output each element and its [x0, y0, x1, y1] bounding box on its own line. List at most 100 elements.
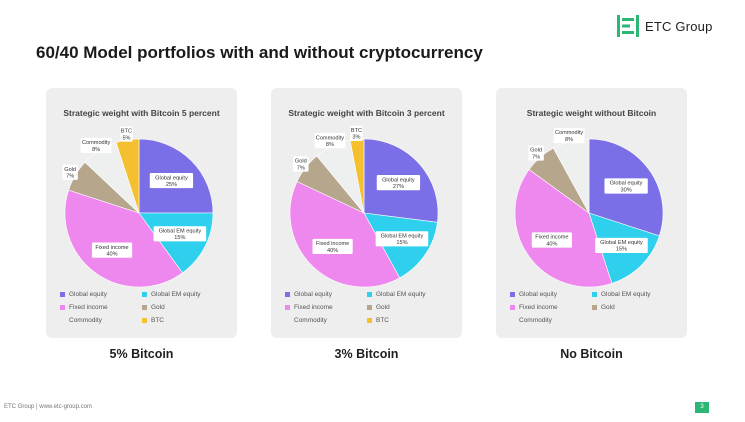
legend-label: Fixed income: [294, 304, 333, 311]
legend-label: Fixed income: [69, 304, 108, 311]
pie-slice-fixed-income: [289, 181, 401, 288]
slice-label-global-equity: Global equity 25%: [155, 175, 188, 188]
brand-name: ETC Group: [645, 18, 713, 34]
slice-label-box: [350, 125, 363, 141]
slice-label-gold: Gold 7%: [64, 167, 76, 180]
slice-label-commodity: Commodity 8%: [82, 140, 110, 153]
legend-item-global-em-equity: Global EM equity: [592, 291, 682, 298]
legend-swatch: [367, 305, 372, 310]
slice-label-box: [80, 137, 112, 154]
chart-card-nobtc: Strategic weight without Bitcoin Global …: [496, 88, 687, 338]
legend-label: Commodity: [69, 317, 102, 324]
legend-label: Global equity: [69, 291, 107, 298]
slice-label-box: [153, 226, 207, 242]
legend-label: Commodity: [294, 317, 327, 324]
legend-item-global-equity: Global equity: [510, 291, 592, 298]
legend-item-commodity: Commodity: [285, 317, 367, 324]
slice-label-box: [91, 242, 133, 258]
footer-text: ETC Group | www.etc-group.com: [4, 404, 92, 410]
legend-item-commodity: Commodity: [60, 317, 142, 324]
slice-label-global-equity: Global equity 27%: [382, 177, 415, 190]
legend-swatch: [142, 318, 147, 323]
legend-swatch: [510, 318, 515, 323]
slice-label-btc: BTC 3%: [351, 128, 362, 141]
slice-label-fixed-income: Fixed income 40%: [95, 245, 128, 258]
legend-swatch: [142, 305, 147, 310]
chart-title: Strategic weight without Bitcoin: [526, 108, 657, 118]
pie-chart-nobtc: Global equity 30% Global EM equity 15% Fixed…: [514, 127, 664, 288]
slice-label-box: [62, 164, 78, 180]
legend-swatch: [285, 292, 290, 297]
caption-btc5: 5% Bitcoin: [109, 347, 174, 361]
pie-slice-fixed-income: [514, 169, 613, 288]
slice-label-box: [120, 126, 133, 142]
chart-card-btc3: Strategic weight with Bitcoin 3 percent …: [271, 88, 462, 338]
slice-label-commodity: Commodity 8%: [316, 135, 344, 148]
legend-item-fixed-income: Fixed income: [510, 304, 592, 311]
chart-title: Strategic weight with Bitcoin 5 percent: [63, 108, 220, 118]
etc-logo-icon: [617, 15, 639, 37]
legend-label: Gold: [151, 304, 165, 311]
brand-logo: ETC Group: [617, 14, 713, 38]
legend-swatch: [510, 305, 515, 310]
page-title: 60/40 Model portfolios with and without …: [36, 43, 483, 62]
legend-swatch: [285, 318, 290, 323]
legend-swatch: [592, 292, 597, 297]
legend-item-fixed-income: Fixed income: [60, 304, 142, 311]
chart-legend: Global equity Global EM equity Fixed incom…: [285, 291, 460, 324]
slice-label-global-em-equity: Global EM equity 15%: [381, 233, 424, 246]
slice-label-fixed-income: Fixed income 40%: [316, 241, 349, 254]
chart-legend: Global equity Global EM equity Fixed incom…: [510, 291, 685, 324]
legend-label: Global equity: [519, 291, 557, 298]
legend-label: Fixed income: [519, 304, 558, 311]
slice-label-box: [595, 237, 648, 254]
slice-label-box: [149, 172, 194, 189]
legend-swatch: [142, 292, 147, 297]
chart-legend: Global equity Global EM equity Fixed incom…: [60, 291, 235, 324]
page-number: 3: [695, 402, 709, 413]
legend-label: Global EM equity: [601, 291, 651, 298]
legend-item-btc: BTC: [367, 317, 457, 324]
caption-nobtc: No Bitcoin: [560, 347, 623, 361]
slice-label-box: [375, 231, 429, 247]
pie-slice-fixed-income: [64, 189, 183, 288]
slice-label-box: [312, 238, 353, 255]
legend-item-gold: Gold: [592, 304, 682, 311]
legend-label: Global equity: [294, 291, 332, 298]
slice-label-box: [314, 133, 346, 149]
legend-label: Global EM equity: [151, 291, 201, 298]
caption-btc3: 3% Bitcoin: [334, 347, 399, 361]
legend-item-gold: Gold: [142, 304, 232, 311]
legend-label: Gold: [376, 304, 390, 311]
legend-item-fixed-income: Fixed income: [285, 304, 367, 311]
slice-label-btc: BTC 5%: [121, 129, 132, 142]
legend-label: BTC: [151, 317, 164, 324]
legend-swatch: [367, 292, 372, 297]
legend-item-global-em-equity: Global EM equity: [142, 291, 232, 298]
legend-label: Gold: [601, 304, 615, 311]
legend-item-commodity: Commodity: [510, 317, 592, 324]
slice-label-global-em-equity: Global EM equity 15%: [159, 229, 202, 242]
slice-label-box: [604, 178, 648, 194]
slice-label-box: [531, 232, 572, 248]
legend-label: Global EM equity: [376, 291, 426, 298]
slice-label-global-equity: Global equity 30%: [610, 181, 643, 194]
chart-card-btc5: Strategic weight with Bitcoin 5 percent …: [46, 88, 237, 338]
slice-label-commodity: Commodity 8%: [555, 130, 583, 143]
legend-swatch: [60, 318, 65, 323]
chart-title: Strategic weight with Bitcoin 3 percent: [288, 108, 445, 118]
pie-chart-btc5: Global equity 25% Global EM equity 15% Fixed…: [62, 126, 214, 288]
slice-label-fixed-income: Fixed income 40%: [535, 235, 568, 248]
legend-swatch: [592, 305, 597, 310]
legend-swatch: [60, 292, 65, 297]
legend-item-gold: Gold: [367, 304, 457, 311]
legend-swatch: [367, 318, 372, 323]
slice-label-box: [553, 127, 585, 144]
legend-label: BTC: [376, 317, 389, 324]
legend-swatch: [510, 292, 515, 297]
legend-swatch: [60, 305, 65, 310]
legend-item-global-equity: Global equity: [60, 291, 142, 298]
slice-label-gold: Gold 7%: [530, 148, 542, 161]
slice-label-box: [376, 175, 421, 191]
legend-item-global-equity: Global equity: [285, 291, 367, 298]
